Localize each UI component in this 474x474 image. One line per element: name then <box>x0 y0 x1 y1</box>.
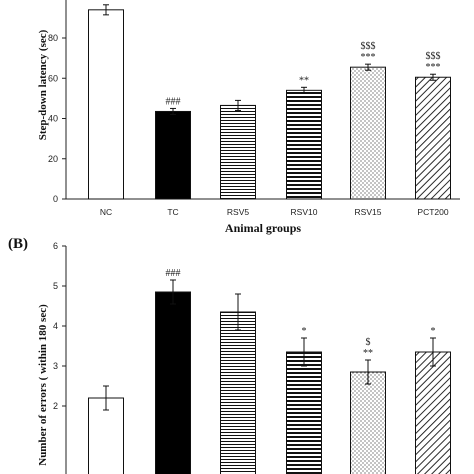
panel-a-category-label: TC <box>167 207 178 217</box>
panel-b-bar-tc <box>155 291 191 474</box>
panel-a-bar-rsv5 <box>220 104 256 200</box>
panel-b-significance-label: * <box>431 326 436 337</box>
panel-a-y-tick-label: 60 <box>48 73 58 83</box>
panel-b-y-tick-label: 3 <box>53 361 58 371</box>
panel-a-bar-pct200 <box>415 76 451 200</box>
panel-a-significance-label: ** <box>299 75 309 86</box>
panel-a-x-axis-label: Animal groups <box>225 221 301 235</box>
panel-a-category-label: NC <box>100 207 112 217</box>
panel-b-significance-label: ** <box>363 348 373 359</box>
panel-a-y-axis-label: Step-down latency (sec) <box>37 29 49 140</box>
panel-b-y-tick-label: 5 <box>53 281 58 291</box>
panel-a-y-tick-label: 40 <box>48 114 58 124</box>
panel-a-significance-label: $$$ <box>426 51 441 62</box>
panel-b-bar-rsv5 <box>220 311 256 474</box>
panel-a-significance-label: *** <box>361 52 376 63</box>
panel-b-significance-label: * <box>302 326 307 337</box>
panel-b-label: (B) <box>8 236 28 252</box>
panel-b-significance-label: $ <box>366 337 371 348</box>
panel-a-bar-rsv10 <box>286 89 322 200</box>
panel-a-significance-label: *** <box>426 62 441 73</box>
panel-b-y-tick-label: 4 <box>53 321 58 331</box>
panel-a-category-label: RSV15 <box>355 207 382 217</box>
panel-a-y-tick-label: 80 <box>48 33 58 43</box>
panel-a-significance-label: $$$ <box>361 41 376 52</box>
panel-a-bar-nc <box>88 9 124 200</box>
panel-a-y-tick-label: 0 <box>53 194 58 204</box>
panel-a-category-label: PCT200 <box>417 207 448 217</box>
panel-b-significance-label: ### <box>166 268 181 279</box>
chart-panel-a: Step-down latency (sec) Animal groups 0 2… <box>37 0 460 235</box>
panel-b-y-tick-label: 6 <box>53 241 58 251</box>
panel-b-bar-rsv15 <box>350 371 386 474</box>
panel-a-bar-tc <box>155 110 191 200</box>
panel-a-category-label: RSV5 <box>227 207 249 217</box>
panel-a-significance-label: ### <box>166 96 181 107</box>
panel-a-bar-rsv15 <box>350 66 386 200</box>
panel-a-category-label: RSV10 <box>291 207 318 217</box>
panel-b-y-axis-label: Number of errors ( within 180 sec) <box>37 304 49 466</box>
panel-a-y-tick-label: 20 <box>48 154 58 164</box>
panel-b-y-tick-label: 2 <box>53 401 58 411</box>
chart-panel-b: (B) Number of errors ( within 180 sec) 2… <box>8 236 451 474</box>
panel-b-bar-pct200 <box>415 351 451 474</box>
panel-b-bar-rsv10 <box>286 351 322 474</box>
